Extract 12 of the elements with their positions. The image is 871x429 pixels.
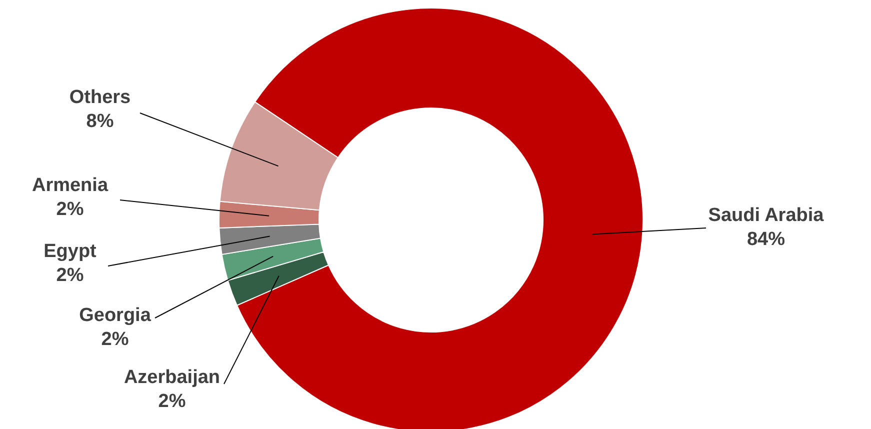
data-label: 2% [158, 391, 186, 412]
slice-label: Saudi Arabia [708, 205, 824, 226]
slice-label: Egypt [44, 241, 98, 262]
data-label: 2% [56, 199, 84, 220]
data-label: 2% [56, 265, 84, 286]
data-label: 84% [746, 229, 786, 250]
slice-label: Others [69, 87, 131, 108]
slice-label: Armenia [32, 175, 108, 196]
slice-label: Georgia [79, 305, 152, 326]
data-label: 2% [101, 329, 129, 350]
data-label: 8% [86, 111, 114, 132]
slice-label: Azerbaijan [124, 367, 220, 388]
